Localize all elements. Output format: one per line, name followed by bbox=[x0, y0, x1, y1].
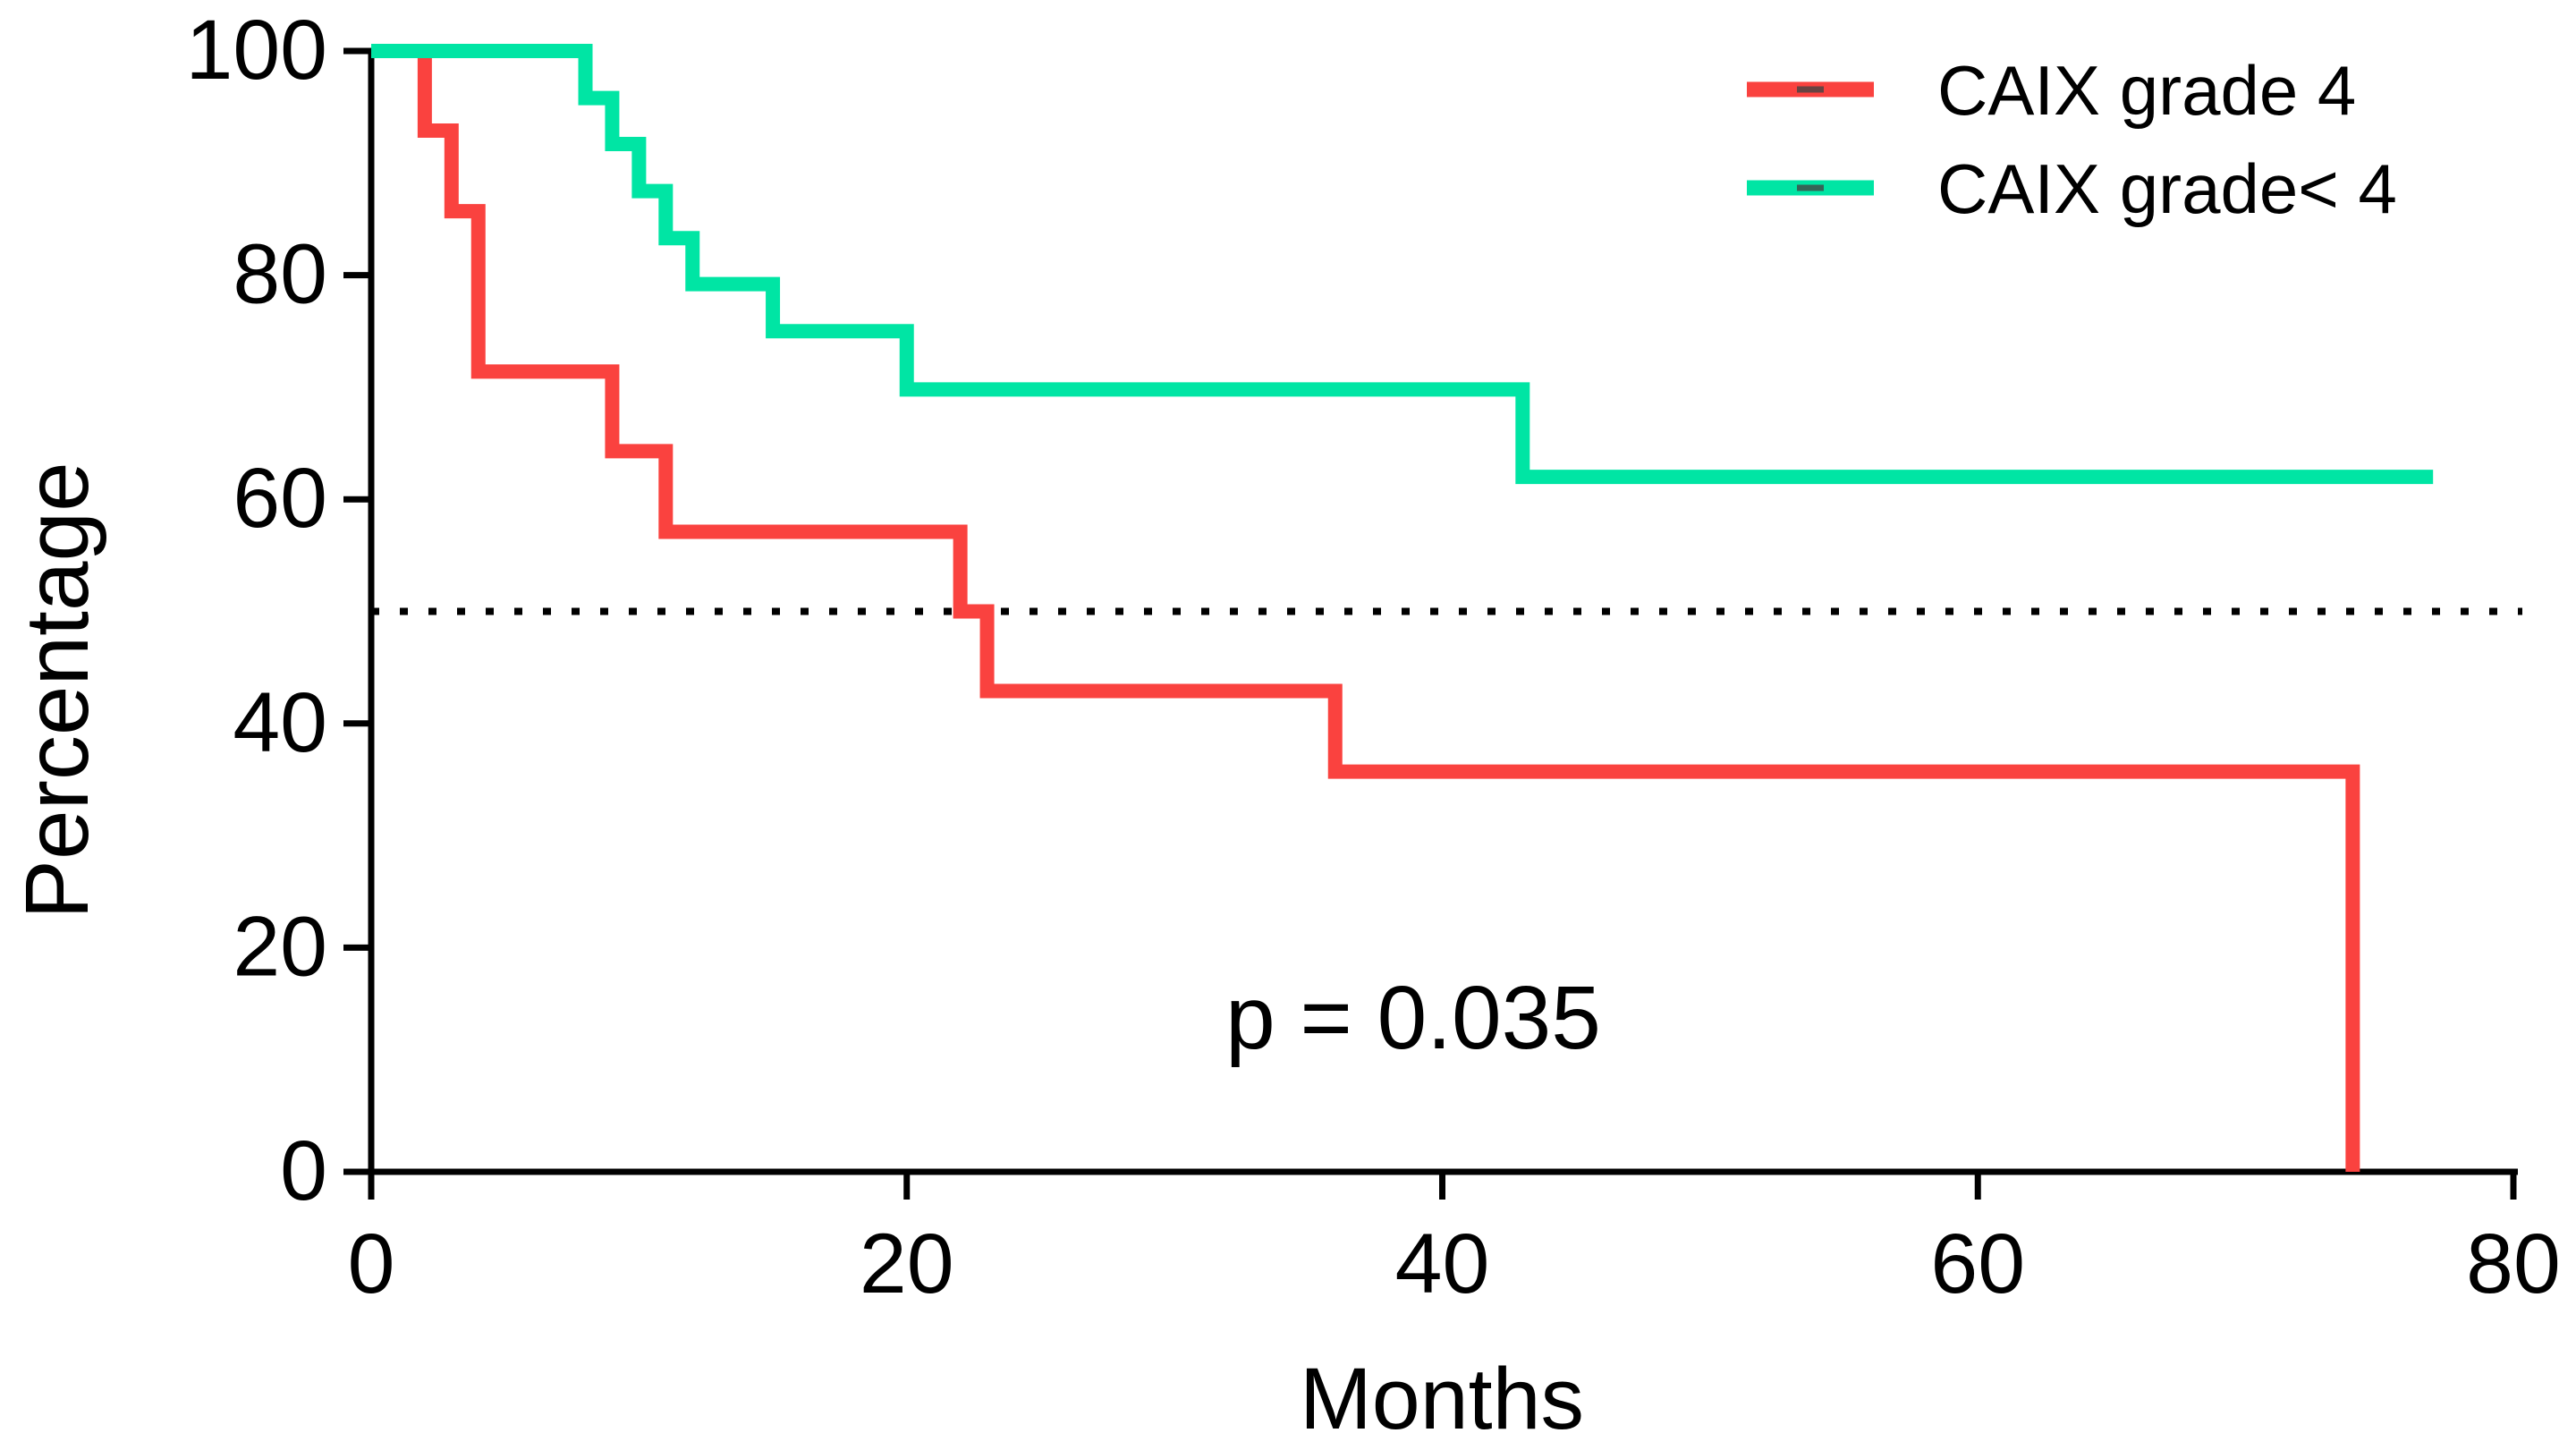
survival-curve-grade-lt4 bbox=[371, 44, 2434, 485]
x-tick-label: 0 bbox=[348, 1217, 395, 1311]
legend-label: CAIX grade< 4 bbox=[1937, 149, 2397, 228]
x-axis-title: Months bbox=[1300, 1350, 1584, 1447]
x-tick-label: 80 bbox=[2466, 1217, 2561, 1311]
x-tick-label: 60 bbox=[1930, 1217, 2025, 1311]
legend-label: CAIX grade 4 bbox=[1937, 51, 2356, 130]
x-tick-label: 20 bbox=[860, 1217, 954, 1311]
legend-swatch-tick bbox=[1797, 86, 1824, 93]
x-tick-label: 40 bbox=[1395, 1217, 1490, 1311]
axes-group: 0 20 40 60 80 100 0 20 40 60 80 bbox=[185, 3, 2560, 1311]
y-tick-label: 80 bbox=[233, 227, 327, 322]
legend: CAIX grade 4 CAIX grade< 4 bbox=[1747, 51, 2397, 228]
y-tick-label: 60 bbox=[233, 451, 327, 546]
legend-swatch-tick bbox=[1797, 184, 1824, 191]
p-value-annotation: p = 0.035 bbox=[1225, 968, 1601, 1068]
y-tick-label: 0 bbox=[280, 1124, 327, 1218]
survival-curve-grade4 bbox=[371, 44, 2360, 1172]
y-axis-title: Percentage bbox=[7, 462, 107, 919]
y-tick-label: 100 bbox=[185, 3, 327, 98]
curves-group bbox=[371, 44, 2434, 1172]
y-tick-label: 40 bbox=[233, 675, 327, 770]
y-tick-label: 20 bbox=[233, 899, 327, 994]
